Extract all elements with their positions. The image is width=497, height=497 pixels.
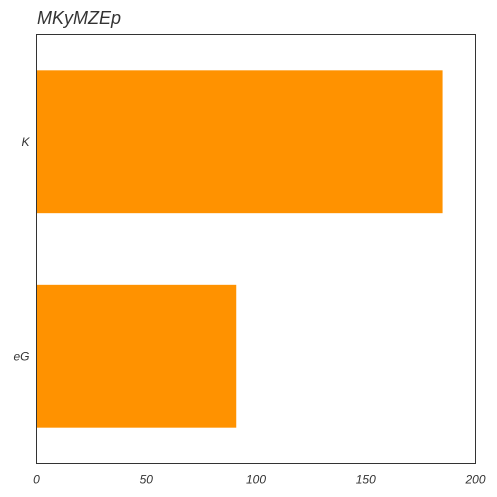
- chart-title: MKyMZEp: [37, 8, 122, 28]
- plot-frame: [36, 34, 476, 464]
- x-tick-label: 200: [464, 473, 485, 487]
- x-tick-label: 150: [356, 473, 376, 487]
- x-tick-label: 50: [140, 473, 154, 487]
- y-tick-label: eG: [13, 349, 29, 363]
- x-tick-label: 0: [33, 473, 40, 487]
- x-tick-label: 100: [246, 473, 266, 487]
- bar-K: [36, 70, 443, 214]
- y-tick-label: K: [21, 135, 30, 149]
- bar-eG: [36, 284, 237, 428]
